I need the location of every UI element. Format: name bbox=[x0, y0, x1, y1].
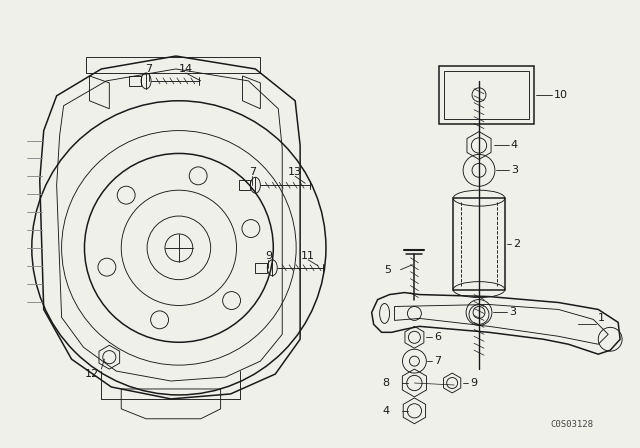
Text: 11: 11 bbox=[301, 251, 315, 261]
Text: 4: 4 bbox=[383, 406, 390, 416]
Text: 7: 7 bbox=[435, 356, 442, 366]
Text: 12: 12 bbox=[84, 369, 99, 379]
Bar bbox=[255, 263, 268, 273]
Bar bbox=[129, 76, 141, 86]
Text: 7: 7 bbox=[145, 64, 152, 74]
Text: 9: 9 bbox=[265, 251, 272, 261]
Text: 6: 6 bbox=[435, 332, 442, 342]
Text: 13: 13 bbox=[288, 167, 302, 177]
Text: 7: 7 bbox=[249, 167, 256, 177]
Bar bbox=[239, 180, 250, 190]
Text: 5: 5 bbox=[385, 265, 392, 275]
Text: 14: 14 bbox=[179, 64, 193, 74]
Text: 4: 4 bbox=[511, 141, 518, 151]
Text: 10: 10 bbox=[554, 90, 568, 100]
Text: 2: 2 bbox=[513, 239, 520, 249]
Text: 8: 8 bbox=[383, 378, 390, 388]
Text: C0S03128: C0S03128 bbox=[550, 420, 593, 429]
Text: 9: 9 bbox=[470, 378, 477, 388]
Text: 3: 3 bbox=[511, 165, 518, 175]
Text: 3: 3 bbox=[509, 307, 516, 318]
Text: 1: 1 bbox=[598, 314, 605, 323]
